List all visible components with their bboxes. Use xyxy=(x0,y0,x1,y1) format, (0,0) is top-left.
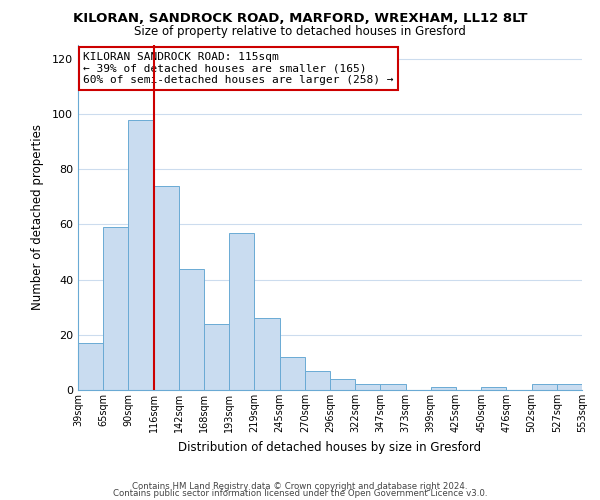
Bar xyxy=(431,387,456,390)
Text: Size of property relative to detached houses in Gresford: Size of property relative to detached ho… xyxy=(134,25,466,38)
Bar xyxy=(330,379,355,390)
Bar xyxy=(380,384,406,390)
Bar xyxy=(103,227,128,390)
Bar xyxy=(204,324,229,390)
Text: Contains HM Land Registry data © Crown copyright and database right 2024.: Contains HM Land Registry data © Crown c… xyxy=(132,482,468,491)
Text: KILORAN, SANDROCK ROAD, MARFORD, WREXHAM, LL12 8LT: KILORAN, SANDROCK ROAD, MARFORD, WREXHAM… xyxy=(73,12,527,26)
X-axis label: Distribution of detached houses by size in Gresford: Distribution of detached houses by size … xyxy=(178,440,482,454)
Y-axis label: Number of detached properties: Number of detached properties xyxy=(31,124,44,310)
Bar xyxy=(305,370,330,390)
Bar xyxy=(254,318,280,390)
Bar xyxy=(78,343,103,390)
Bar xyxy=(557,384,582,390)
Text: KILORAN SANDROCK ROAD: 115sqm
← 39% of detached houses are smaller (165)
60% of : KILORAN SANDROCK ROAD: 115sqm ← 39% of d… xyxy=(83,52,394,85)
Bar xyxy=(229,232,254,390)
Bar xyxy=(179,268,204,390)
Bar xyxy=(128,120,154,390)
Bar xyxy=(481,387,506,390)
Bar xyxy=(280,357,305,390)
Bar xyxy=(532,384,557,390)
Bar xyxy=(355,384,380,390)
Bar xyxy=(154,186,179,390)
Text: Contains public sector information licensed under the Open Government Licence v3: Contains public sector information licen… xyxy=(113,490,487,498)
